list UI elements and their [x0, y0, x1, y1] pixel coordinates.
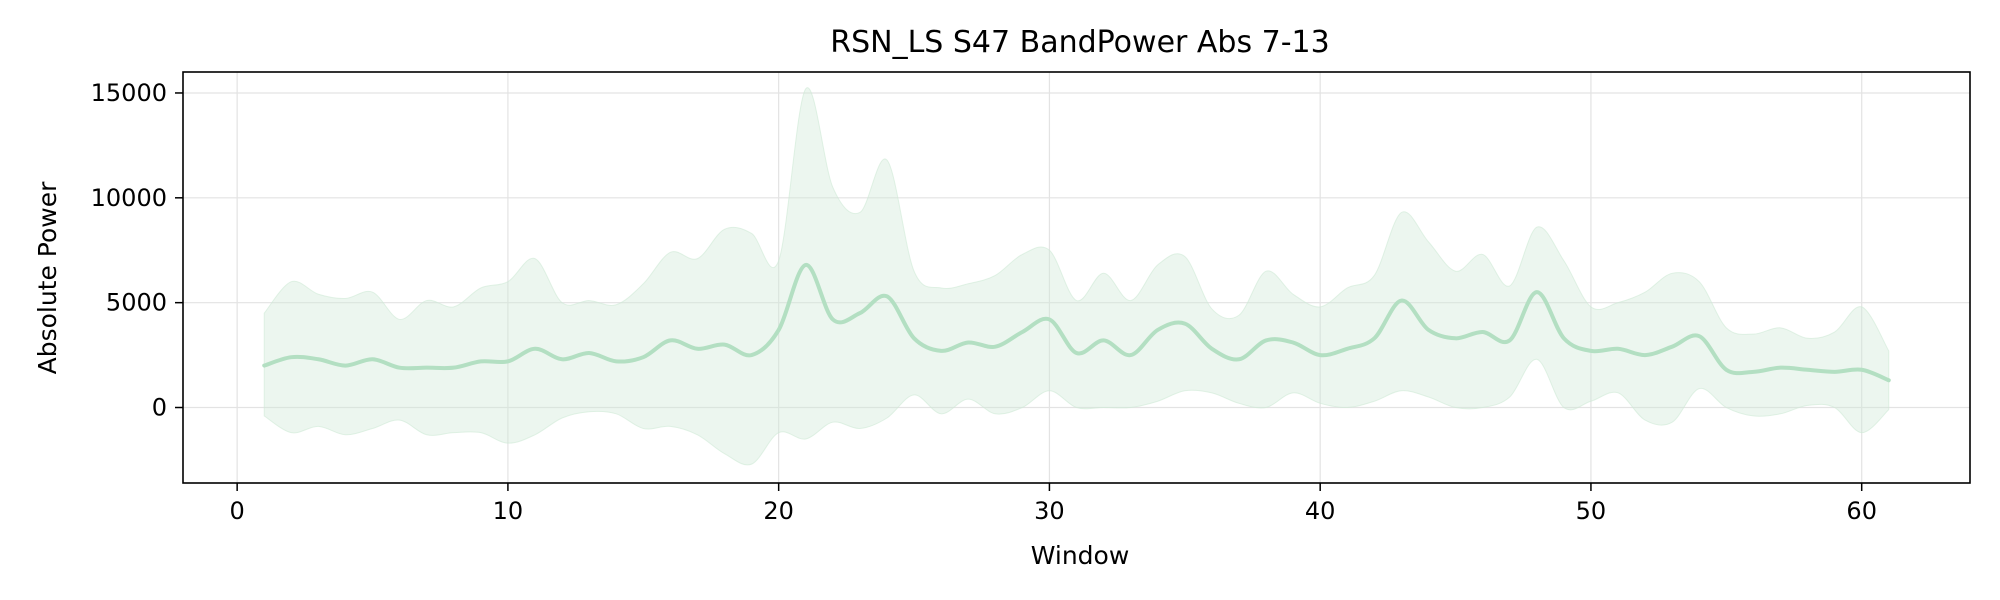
x-tick-label: 50: [1576, 497, 1607, 525]
band-layer: [263, 87, 1890, 466]
x-tick-label: 60: [1846, 497, 1877, 525]
tick-labels: 0 10 20 30 40 50 60 0 5000 10000 15000: [91, 79, 1877, 525]
mean-line-0: [262, 262, 1891, 383]
y-tick-label: 5000: [106, 289, 167, 317]
y-tick-label: 0: [152, 394, 167, 422]
y-axis-label: Absolute Power: [33, 181, 62, 375]
line-layer: [262, 262, 1891, 383]
chart-title: RSN_LS S47 BandPower Abs 7-13: [830, 25, 1329, 60]
axes: [182, 71, 1971, 484]
plot-frame: [182, 71, 1971, 484]
x-tick-label: 10: [493, 497, 524, 525]
y-tick-label: 15000: [91, 79, 167, 107]
x-axis-label: Window: [1031, 541, 1130, 570]
x-tick-label: 20: [763, 497, 794, 525]
y-tick-label: 10000: [91, 184, 167, 212]
x-tick-label: 40: [1305, 497, 1336, 525]
confidence-band-0: [263, 87, 1890, 466]
grid-lines: [183, 72, 1970, 483]
x-tick-label: 30: [1034, 497, 1065, 525]
x-tick-label: 0: [230, 497, 245, 525]
